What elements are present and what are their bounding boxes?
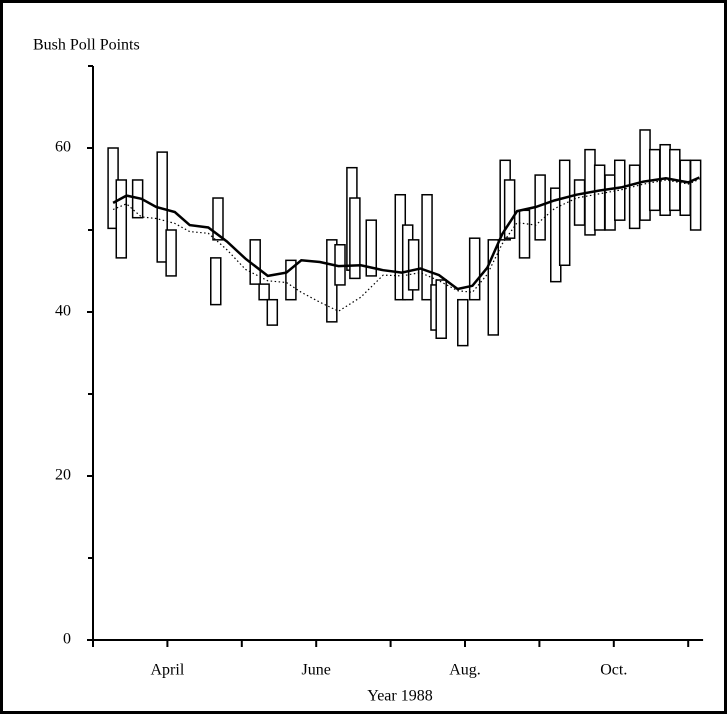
x-tick-label: June	[302, 662, 331, 679]
poll-range	[614, 159, 626, 221]
poll-range	[604, 174, 616, 231]
poll-range	[365, 219, 378, 277]
poll-range	[558, 159, 571, 267]
x-axis-label: Year 1988	[367, 688, 432, 705]
poll-range	[165, 229, 177, 277]
poll-range	[639, 129, 651, 221]
poll-range	[212, 197, 224, 241]
poll-range	[258, 283, 270, 301]
poll-range	[115, 179, 128, 259]
poll-range	[573, 179, 586, 226]
poll-range	[285, 259, 297, 301]
poll-range	[487, 239, 500, 336]
y-tick-label: 60	[55, 139, 71, 156]
poll-range	[468, 237, 481, 301]
y-tick-label: 20	[55, 467, 71, 484]
x-tick-label: Oct.	[600, 662, 627, 679]
poll-range	[628, 164, 641, 230]
poll-range	[689, 159, 702, 231]
y-tick-label: 40	[55, 303, 71, 320]
poll-range	[503, 179, 516, 239]
y-axis-label: Bush Poll Points	[33, 37, 140, 54]
poll-range	[421, 193, 433, 301]
poll-range	[457, 298, 469, 347]
poll-range	[435, 279, 447, 339]
y-tick-label: 0	[63, 631, 71, 648]
poll-range	[518, 209, 531, 259]
poll-range	[593, 164, 606, 231]
poll-range	[679, 159, 691, 216]
x-tick-label: Aug.	[449, 662, 481, 679]
x-tick-label: April	[151, 662, 185, 679]
poll-range	[266, 298, 279, 326]
trend-line	[112, 176, 700, 291]
poll-range	[349, 197, 361, 280]
poll-range	[210, 257, 222, 306]
poll-range	[407, 239, 420, 291]
